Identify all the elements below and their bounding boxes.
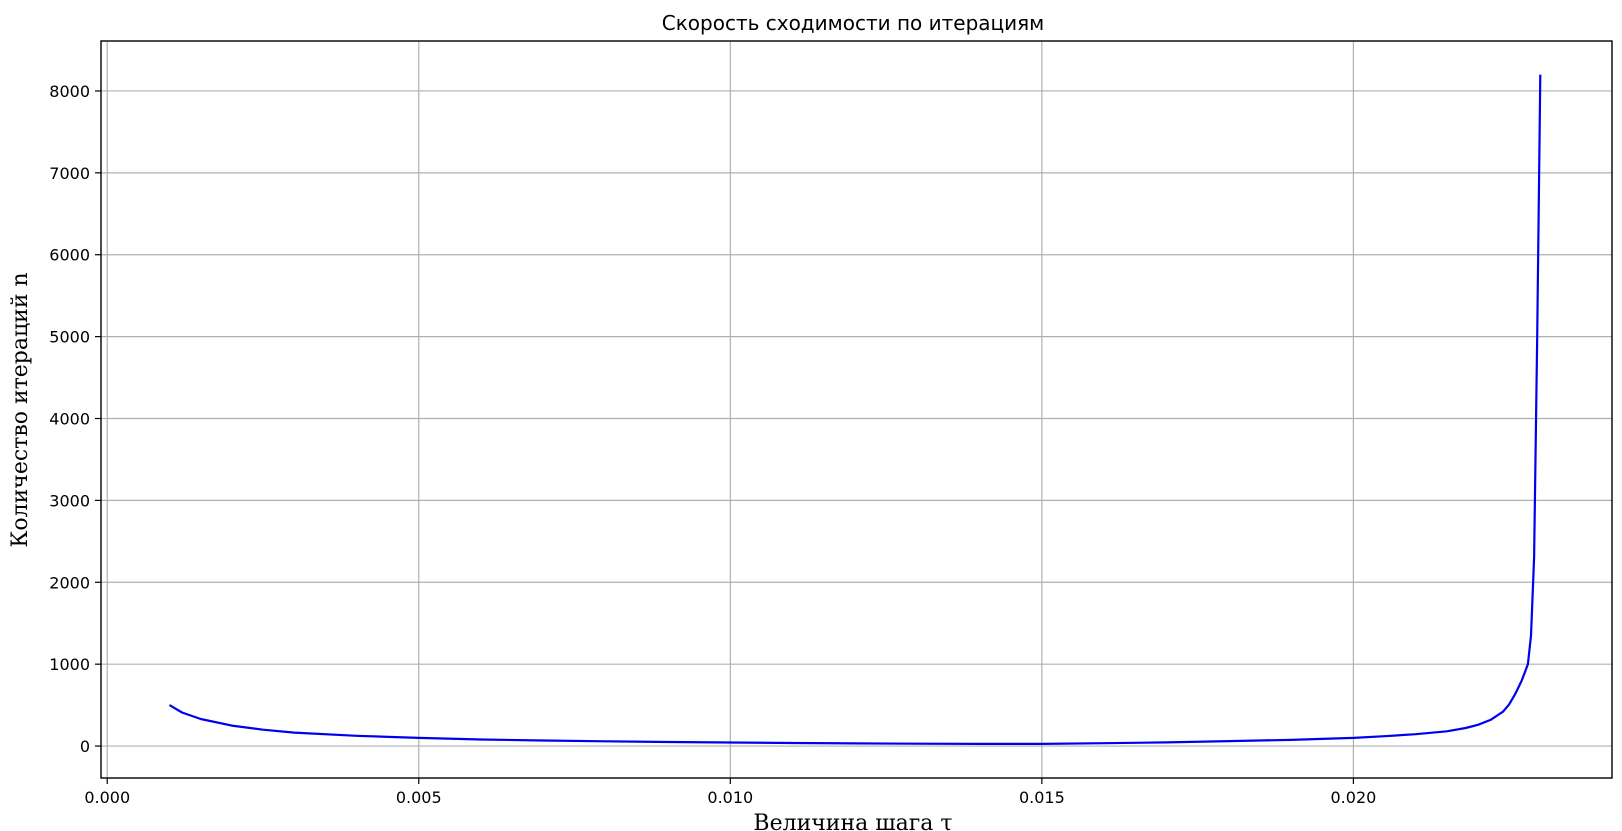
x-tick-label: 0.015 xyxy=(1019,788,1065,807)
grid-lines xyxy=(101,41,1612,778)
x-tick-label: 0.000 xyxy=(84,788,130,807)
x-tick-label: 0.020 xyxy=(1331,788,1377,807)
x-tick-label: 0.005 xyxy=(396,788,442,807)
y-tick-label: 2000 xyxy=(49,573,90,592)
y-tick-label: 4000 xyxy=(49,410,90,429)
y-tick-label: 0 xyxy=(80,737,90,756)
y-tick-label: 1000 xyxy=(49,655,90,674)
y-axis-label: Количество итераций n xyxy=(8,272,33,547)
y-tick-label: 7000 xyxy=(49,164,90,183)
plot-frame xyxy=(100,40,1613,779)
x-axis-label: Величина шага τ xyxy=(753,811,952,831)
y-tick-label: 8000 xyxy=(49,82,90,101)
y-axis-ticks: 0 1000 2000 3000 4000 5000 6000 7000 8000 xyxy=(49,82,101,756)
y-tick-label: 6000 xyxy=(49,246,90,265)
x-axis-ticks: 0.000 0.005 0.010 0.015 0.020 xyxy=(84,778,1376,807)
series-line xyxy=(168,74,1542,746)
y-tick-label: 5000 xyxy=(49,328,90,347)
y-tick-label: 3000 xyxy=(49,491,90,510)
chart-title: Скорость сходимости по итерациям xyxy=(662,11,1045,35)
x-tick-label: 0.010 xyxy=(707,788,753,807)
